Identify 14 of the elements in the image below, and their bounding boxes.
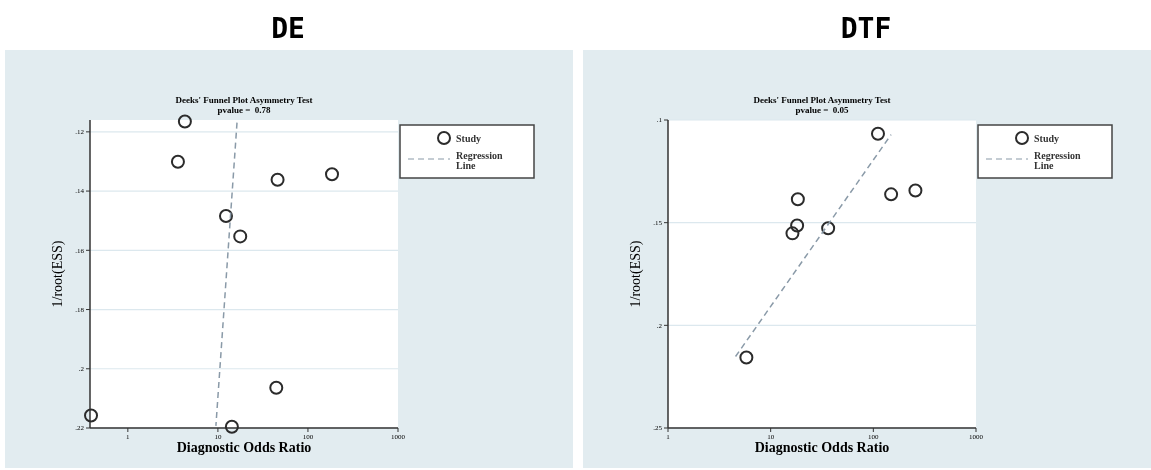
y-axis-title: 1/root(ESS): [50, 240, 66, 308]
text: pvalue = 0.78: [217, 105, 272, 115]
chart-subtitle: Deeks' Funnel Plot Asymmetry Test: [175, 95, 313, 105]
y-axis-title: 1/root(ESS): [628, 240, 644, 308]
legend-label: Study: [1034, 132, 1060, 144]
chart-subtitle: Deeks' Funnel Plot Asymmetry Test: [753, 95, 891, 105]
legend-label: Regression Line: [456, 149, 503, 171]
text: pvalue = 0.05: [795, 105, 850, 115]
chart-title: DE: [271, 12, 305, 45]
x-axis-title: Diagnostic Odds Ratio: [176, 440, 312, 455]
legend-label: Study: [456, 132, 482, 144]
x-axis-title: Diagnostic Odds Ratio: [754, 440, 890, 455]
legend-label: Regression Line: [1034, 149, 1081, 171]
chart-title: DTF: [840, 12, 892, 45]
